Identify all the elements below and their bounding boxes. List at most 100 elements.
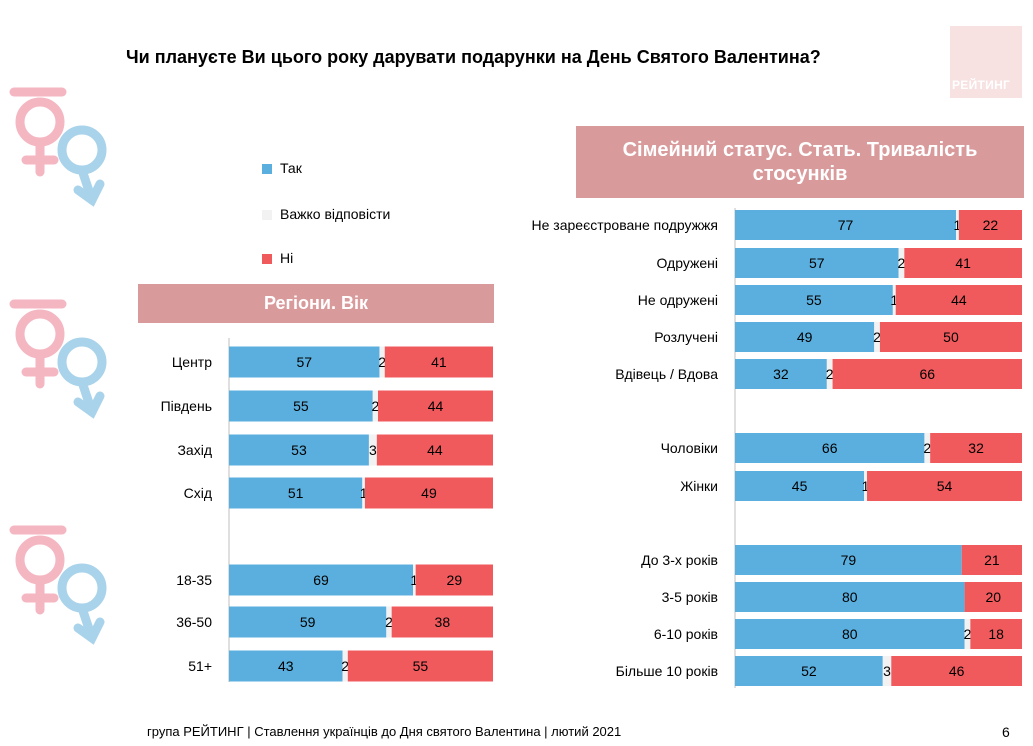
data-label: 80 xyxy=(842,626,858,642)
category-label: Вдівець / Вдова xyxy=(615,366,718,382)
bar-segment-ні xyxy=(377,390,493,422)
bar-segment-важко-відповісти xyxy=(874,322,880,352)
bar-segment-важко-відповісти xyxy=(372,390,378,422)
bar-segment-так xyxy=(735,322,875,352)
bar-segment-ні xyxy=(376,434,493,466)
bar-segment-ні xyxy=(879,322,1022,352)
bar-segment-важко-відповісти xyxy=(362,477,365,509)
category-label: Центр xyxy=(172,354,212,370)
data-label: 52 xyxy=(801,663,817,679)
data-label: 46 xyxy=(949,663,965,679)
category-label: Схід xyxy=(184,485,212,501)
bar-segment-ні xyxy=(891,656,1022,686)
data-label: 49 xyxy=(797,329,813,345)
bar-segment-ні xyxy=(347,650,493,682)
category-label: 3-5 років xyxy=(662,589,718,605)
data-label: 2 xyxy=(923,440,931,456)
data-label: 2 xyxy=(341,658,349,674)
category-label: 6-10 років xyxy=(654,626,718,642)
bar-segment-так xyxy=(735,471,865,501)
bar-segment-ні xyxy=(391,606,493,638)
bar-segment-так xyxy=(735,582,965,612)
bar-segment-важко-відповісти xyxy=(379,346,385,378)
data-label: 21 xyxy=(984,552,1000,568)
data-label: 51 xyxy=(288,485,304,501)
gender-symbols-icon xyxy=(9,87,107,207)
footer-text: група РЕЙТИНГ | Ставлення українців до Д… xyxy=(147,724,622,739)
data-label: 57 xyxy=(809,255,825,271)
data-label: 59 xyxy=(300,614,316,630)
bar-segment-важко-відповісти xyxy=(864,471,868,501)
page-number: 6 xyxy=(1002,724,1010,740)
data-label: 1 xyxy=(862,478,870,494)
category-label: 18-35 xyxy=(176,572,212,588)
bar-segment-ні xyxy=(904,248,1022,278)
bar-segment-так xyxy=(229,390,373,422)
category-label: До 3-х років xyxy=(641,552,718,568)
data-label: 2 xyxy=(378,354,386,370)
data-label: 55 xyxy=(413,658,429,674)
data-label: 32 xyxy=(773,366,789,382)
bar-segment-важко-відповісти xyxy=(898,248,905,278)
bar-segment-так xyxy=(735,248,899,278)
data-label: 32 xyxy=(968,440,984,456)
bar-segment-так xyxy=(735,656,883,686)
bar-segment-важко-відповісти xyxy=(964,619,971,649)
bar-segment-важко-відповісти xyxy=(924,433,931,463)
data-label: 20 xyxy=(986,589,1002,605)
page-title: Чи плануєте Ви цього року дарувати подар… xyxy=(126,47,821,67)
data-label: 2 xyxy=(873,329,881,345)
category-label: Не одружені xyxy=(638,292,718,308)
bar-segment-ні xyxy=(415,564,493,596)
logo-text: РЕЙТИНГ xyxy=(952,78,1011,92)
bar-segment-ні xyxy=(384,346,493,378)
data-label: 57 xyxy=(296,354,312,370)
bar-segment-важко-відповісти xyxy=(826,359,833,389)
category-label: Більше 10 років xyxy=(616,663,718,679)
category-label: 51+ xyxy=(188,658,212,674)
bar-segment-так xyxy=(229,650,343,682)
category-label: 36-50 xyxy=(176,614,212,630)
category-label: Чоловіки xyxy=(661,440,718,456)
category-label: Південь xyxy=(161,398,212,414)
legend-swatch-yes xyxy=(262,164,272,174)
category-label: Не зареєстроване подружжя xyxy=(532,217,719,233)
bar-segment-так xyxy=(735,619,965,649)
data-label: 3 xyxy=(883,663,891,679)
data-label: 1 xyxy=(410,572,418,588)
bar-segment-так xyxy=(735,433,925,463)
bar-segment-так xyxy=(229,434,369,466)
bar-segment-ні xyxy=(930,433,1022,463)
data-label: 18 xyxy=(988,626,1004,642)
data-label: 44 xyxy=(427,442,443,458)
bar-segment-ні xyxy=(970,619,1022,649)
data-label: 44 xyxy=(428,398,444,414)
data-label: 1 xyxy=(360,485,368,501)
bar-segment-ні xyxy=(832,359,1022,389)
data-label: 2 xyxy=(385,614,393,630)
data-label: 1 xyxy=(954,217,962,233)
bar-segment-так xyxy=(735,210,956,240)
bar-segment-ні xyxy=(364,477,493,509)
data-label: 2 xyxy=(964,626,972,642)
bar-segment-ні xyxy=(867,471,1022,501)
data-label: 41 xyxy=(431,354,447,370)
data-label: 45 xyxy=(792,478,808,494)
data-label: 2 xyxy=(371,398,379,414)
data-label: 66 xyxy=(822,440,838,456)
data-label: 69 xyxy=(313,572,329,588)
bar-segment-важко-відповісти xyxy=(882,656,892,686)
bar-segment-ні xyxy=(895,285,1022,315)
data-label: 29 xyxy=(447,572,463,588)
category-label: Жінки xyxy=(680,478,718,494)
section-header-regions-age: Регіони. Вік xyxy=(138,284,494,323)
data-label: 2 xyxy=(826,366,834,382)
bar-segment-важко-відповісти xyxy=(892,285,896,315)
data-label: 79 xyxy=(841,552,857,568)
bar-segment-так xyxy=(735,285,893,315)
bar-segment-так xyxy=(229,477,363,509)
data-label: 66 xyxy=(920,366,936,382)
legend-swatch-no xyxy=(262,254,272,264)
bar-segment-так xyxy=(229,606,387,638)
